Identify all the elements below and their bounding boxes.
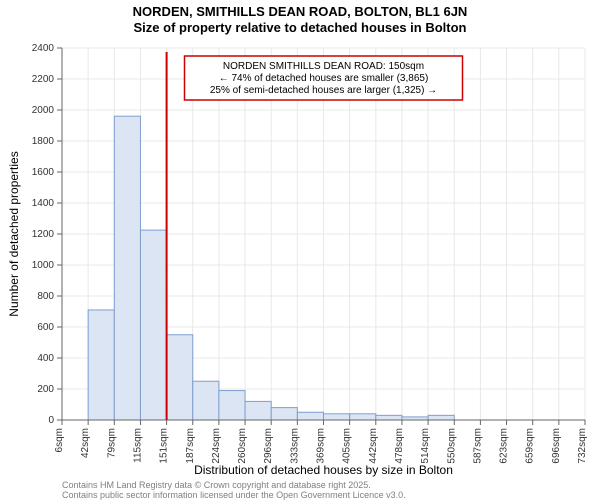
histogram-bar (245, 401, 271, 420)
svg-text:1000: 1000 (32, 260, 55, 271)
svg-text:1800: 1800 (32, 136, 55, 147)
property-size-histogram: 0 200 400 600 800 1000 1200 1400 1600 1800 2000 220… (0, 0, 600, 500)
svg-text:732sqm: 732sqm (577, 428, 588, 464)
svg-text:800: 800 (37, 291, 54, 302)
chart-svg: 0 200 400 600 800 1000 1200 1400 1600 1800 2000 220… (0, 0, 600, 500)
histogram-bar (428, 415, 454, 420)
svg-text:550sqm: 550sqm (446, 428, 457, 464)
histogram-bar (219, 391, 245, 420)
svg-text:260sqm: 260sqm (237, 428, 248, 464)
svg-text:478sqm: 478sqm (394, 428, 405, 464)
svg-text:2000: 2000 (32, 105, 55, 116)
svg-text:333sqm: 333sqm (289, 428, 300, 464)
histogram-bar (271, 408, 297, 420)
annotation-line: ← 74% of detached houses are smaller (3,… (219, 73, 429, 84)
histogram-bar (376, 415, 402, 420)
svg-text:696sqm: 696sqm (551, 428, 562, 464)
histogram-bar (88, 310, 114, 420)
svg-text:514sqm: 514sqm (420, 428, 431, 464)
chart-title-line1: NORDEN, SMITHILLS DEAN ROAD, BOLTON, BL1… (133, 4, 468, 19)
histogram-bar (324, 414, 350, 420)
svg-text:369sqm: 369sqm (316, 428, 327, 464)
svg-text:1400: 1400 (32, 198, 55, 209)
svg-text:151sqm: 151sqm (159, 428, 170, 464)
x-axis-label: Distribution of detached houses by size … (194, 463, 453, 477)
histogram-bar (114, 116, 140, 420)
svg-text:200: 200 (37, 384, 54, 395)
svg-text:2400: 2400 (32, 43, 55, 54)
svg-text:600: 600 (37, 322, 54, 333)
svg-text:187sqm: 187sqm (185, 428, 196, 464)
svg-text:400: 400 (37, 353, 54, 364)
histogram-bar (297, 412, 323, 420)
svg-text:442sqm: 442sqm (368, 428, 379, 464)
svg-text:6sqm: 6sqm (54, 428, 65, 452)
svg-text:0: 0 (48, 415, 54, 426)
svg-text:296sqm: 296sqm (263, 428, 274, 464)
svg-text:42sqm: 42sqm (80, 428, 91, 458)
svg-text:1600: 1600 (32, 167, 55, 178)
histogram-bar (167, 335, 193, 420)
svg-text:623sqm: 623sqm (499, 428, 510, 464)
svg-text:115sqm: 115sqm (132, 428, 143, 463)
histogram-bar (350, 414, 376, 420)
attribution-line2: Contains public sector information licen… (62, 490, 406, 500)
histogram-bar (140, 230, 166, 420)
y-axis-label: Number of detached properties (7, 151, 21, 316)
svg-text:1200: 1200 (32, 229, 55, 240)
svg-text:587sqm: 587sqm (472, 428, 483, 464)
svg-text:405sqm: 405sqm (342, 428, 353, 464)
svg-text:659sqm: 659sqm (525, 428, 536, 464)
attribution-line1: Contains HM Land Registry data © Crown c… (62, 480, 371, 490)
annotation-line: NORDEN SMITHILLS DEAN ROAD: 150sqm (223, 61, 424, 72)
svg-text:79sqm: 79sqm (106, 428, 117, 458)
svg-text:2200: 2200 (32, 74, 55, 85)
chart-title-line2: Size of property relative to detached ho… (134, 20, 467, 35)
svg-text:224sqm: 224sqm (211, 428, 222, 464)
annotation-line: 25% of semi-detached houses are larger (… (210, 85, 437, 96)
histogram-bar (193, 381, 219, 420)
